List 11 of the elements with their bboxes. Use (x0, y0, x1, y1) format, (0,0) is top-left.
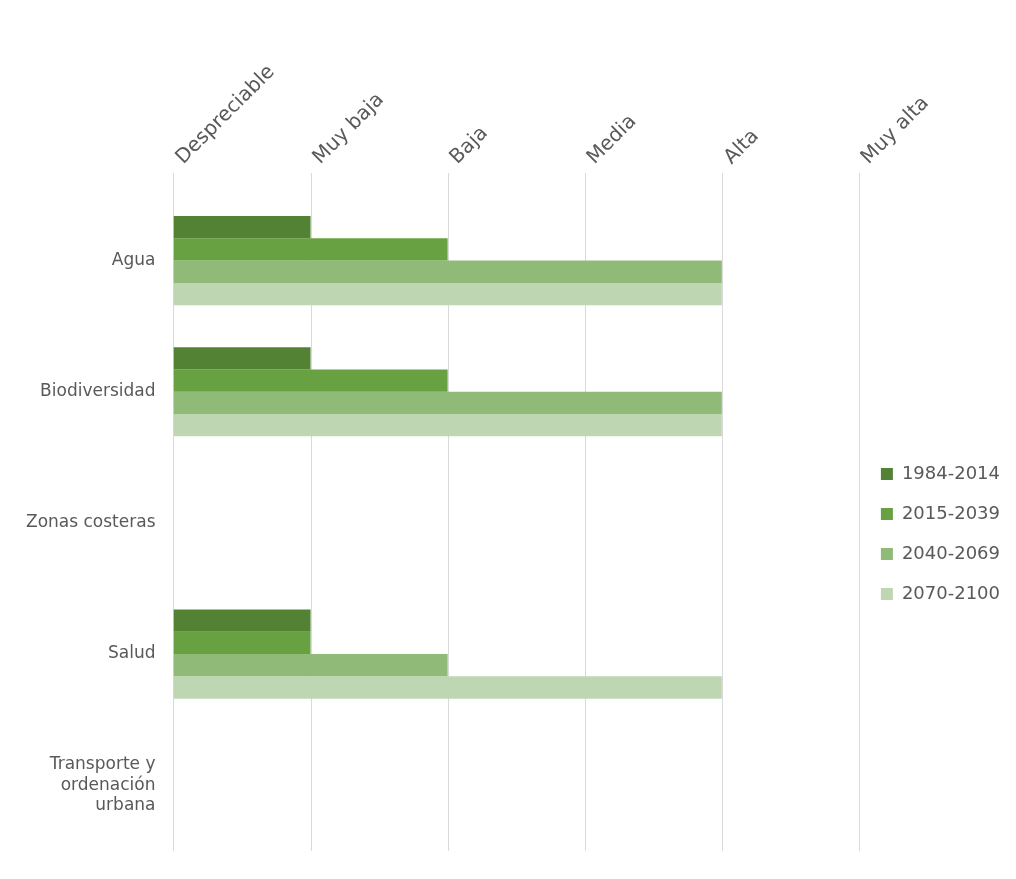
y-tick-label: Transporte y ordenación urbana (48, 753, 156, 815)
y-tick-label: Zonas costeras (25, 511, 156, 532)
legend-label: 2040-2069 (901, 541, 1001, 563)
y-tick-label: Biodiversidad (40, 380, 156, 401)
text: Alta (718, 123, 763, 169)
y-tick-label: Agua (111, 249, 156, 269)
legend-label: 2070-2100 (901, 581, 1001, 603)
y-tick-label: Salud (107, 642, 156, 663)
legend-label: 2015-2039 (901, 501, 1001, 523)
text: Baja (443, 120, 492, 169)
legend-label: 1984-2014 (901, 461, 1001, 483)
